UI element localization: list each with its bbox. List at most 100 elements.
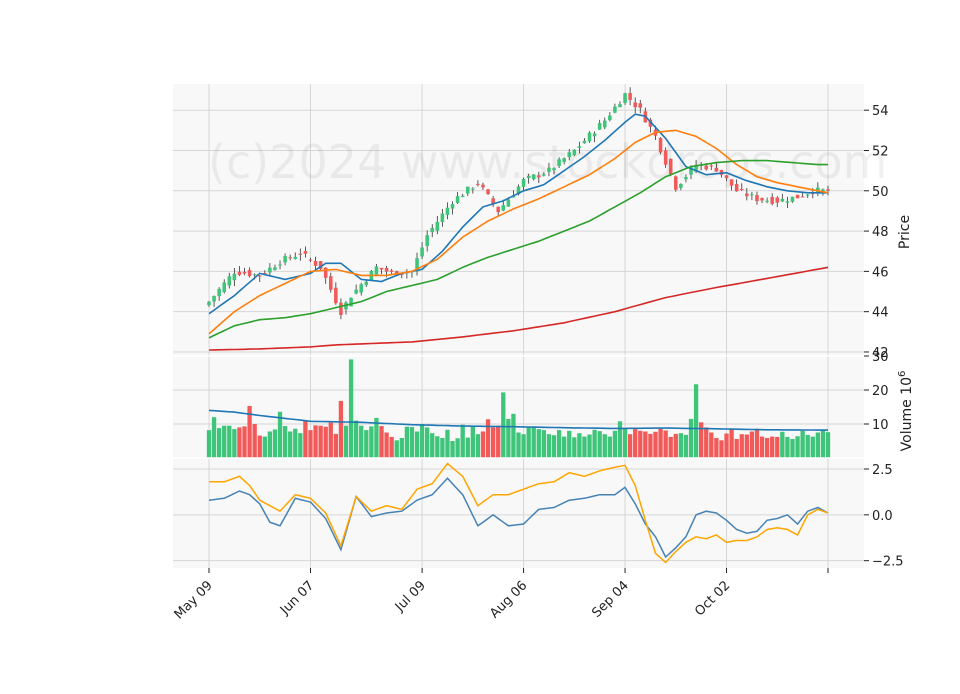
- candle-body: [709, 165, 714, 167]
- volume-bar: [308, 430, 313, 458]
- x-tick-label: May 09: [172, 578, 216, 622]
- candle-body: [430, 227, 435, 233]
- volume-bar: [744, 434, 749, 458]
- volume-bar: [562, 436, 567, 458]
- volume-bar: [658, 428, 663, 458]
- candle-body: [313, 260, 318, 266]
- candle-body: [415, 258, 419, 272]
- candle-body: [795, 194, 800, 199]
- candle-body: [663, 150, 668, 165]
- volume-bar: [638, 430, 643, 458]
- ma-long-line: [208, 159, 828, 339]
- candle-body: [374, 266, 379, 276]
- volume-bar: [343, 425, 349, 458]
- volume-bar: [369, 426, 374, 458]
- candle-body: [679, 183, 683, 188]
- oscillator-tick-label: 0.0: [872, 509, 893, 524]
- candle-body: [623, 93, 627, 104]
- volume-bar: [592, 429, 597, 458]
- volume-bar: [536, 429, 541, 458]
- volume-bar: [516, 432, 521, 458]
- price-tick-label: 50: [872, 185, 889, 200]
- volume-bar: [602, 434, 607, 458]
- candle-body: [257, 275, 262, 277]
- volume-bar: [222, 425, 227, 458]
- volume-bar: [333, 433, 339, 458]
- volume-bar: [272, 429, 278, 458]
- volume-bar: [328, 422, 333, 458]
- candle-body: [638, 103, 643, 108]
- candle-body: [445, 207, 450, 215]
- volume-bar: [633, 429, 638, 458]
- volume-bar: [531, 427, 536, 458]
- candle-body: [765, 200, 769, 202]
- candle-body: [668, 158, 673, 174]
- candle-body: [293, 256, 298, 259]
- candle-body: [592, 133, 597, 137]
- volume-bar: [688, 418, 694, 458]
- volume-bar: [612, 430, 618, 458]
- candle-body: [496, 206, 500, 213]
- volume-bar: [465, 437, 470, 458]
- volume-bar: [206, 430, 212, 458]
- candle-body: [460, 195, 465, 198]
- volume-bar: [394, 440, 399, 458]
- candle-body: [242, 271, 247, 274]
- volume-bar: [242, 426, 247, 458]
- ma-mid-line: [208, 129, 829, 335]
- volume-bar: [460, 424, 465, 458]
- volume-bar: [724, 433, 729, 458]
- oscillator-tick-label: 2.5: [872, 463, 893, 478]
- candle-body: [379, 267, 384, 270]
- candle-body: [501, 205, 506, 211]
- candle-body: [278, 264, 282, 266]
- volume-bar: [754, 428, 760, 458]
- volume-bar: [617, 421, 623, 458]
- candle-body: [557, 159, 561, 166]
- volume-bar: [775, 436, 780, 458]
- candle-body: [648, 119, 653, 127]
- volume-bar: [597, 431, 602, 458]
- candle-body: [440, 213, 445, 223]
- x-tick-label: Oct 02: [692, 578, 733, 619]
- candle-body: [739, 188, 744, 190]
- volume-bar: [749, 431, 755, 458]
- volume-bar: [374, 417, 379, 458]
- volume-bar: [668, 436, 673, 458]
- volume-bar: [734, 438, 739, 458]
- volume-bar: [607, 436, 612, 458]
- candle-body: [547, 167, 551, 172]
- volume-bar: [673, 433, 678, 458]
- volume-bar: [445, 429, 450, 458]
- ma-200-line: [208, 266, 829, 351]
- volume-bar: [790, 438, 795, 458]
- volume-bar: [810, 436, 815, 458]
- candle-body: [729, 179, 734, 186]
- candle-body: [455, 196, 460, 203]
- volume-bar: [359, 425, 364, 458]
- candle-body: [481, 184, 485, 188]
- candle-body: [252, 274, 257, 276]
- volume-bar: [348, 359, 354, 458]
- price-tick-label: 44: [872, 306, 889, 321]
- candle-body: [785, 201, 790, 203]
- volume-bar: [795, 436, 800, 458]
- volume-bar: [298, 433, 303, 458]
- volume-bar: [211, 417, 217, 458]
- candle-body: [318, 261, 323, 269]
- volume-bar: [704, 427, 709, 458]
- volume-bar: [526, 427, 531, 458]
- candle-body: [577, 146, 582, 148]
- volume-bar: [237, 427, 242, 458]
- candle-body: [207, 301, 211, 306]
- volume-tick-label: 10: [872, 418, 889, 433]
- volume-bar: [506, 418, 511, 458]
- candle-body: [750, 194, 754, 196]
- volume-bar: [247, 405, 252, 458]
- candle-body: [486, 189, 490, 195]
- candle-body: [805, 194, 810, 196]
- volume-bar: [820, 430, 826, 458]
- candle-body: [526, 175, 531, 179]
